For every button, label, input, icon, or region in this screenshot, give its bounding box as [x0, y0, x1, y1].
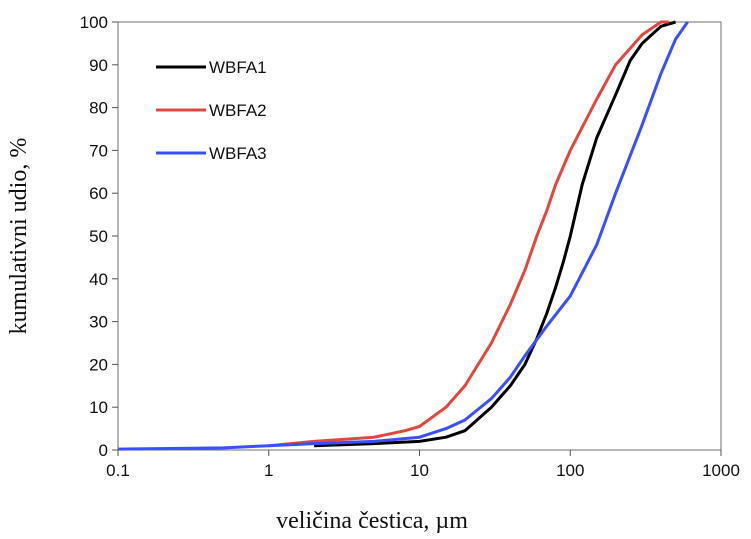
- legend-label: WBFA2: [209, 101, 267, 120]
- y-tick-label: 0: [99, 441, 108, 460]
- series-layer: [117, 20, 689, 451]
- y-tick-label: 100: [80, 13, 108, 32]
- y-axis-title: kumulativni udio, %: [6, 138, 32, 335]
- y-tick-label: 70: [89, 141, 108, 160]
- x-tick-label: 10: [410, 461, 429, 480]
- y-tick-label: 10: [89, 398, 108, 417]
- y-tick-label: 50: [89, 227, 108, 246]
- legend: WBFA1 WBFA2 WBFA3: [156, 58, 267, 163]
- plot-area: [117, 21, 722, 451]
- x-tick-label: 0.1: [106, 461, 130, 480]
- legend-label: WBFA3: [209, 144, 267, 163]
- y-tick-label: 40: [89, 270, 108, 289]
- series-line-wbfa1: [314, 20, 677, 448]
- x-tick-label: 1: [264, 461, 273, 480]
- x-axis-title: veličina čestica, µm: [276, 508, 468, 534]
- series-line-wbfa2: [268, 20, 669, 448]
- series-line-wbfa3: [117, 21, 689, 451]
- y-tick-label: 30: [89, 313, 108, 332]
- x-tick-label: 1000: [702, 461, 740, 480]
- y-tick-label: 20: [89, 355, 108, 374]
- y-tick-label: 80: [89, 99, 108, 118]
- y-tick-label: 90: [89, 56, 108, 75]
- ticks-layer: 0 10 20 30 40 50 60 70 80 90 100 0.1 1 10 100 1000: [80, 13, 740, 480]
- x-tick-label: 100: [556, 461, 584, 480]
- legend-label: WBFA1: [209, 58, 267, 77]
- y-tick-label: 60: [89, 184, 108, 203]
